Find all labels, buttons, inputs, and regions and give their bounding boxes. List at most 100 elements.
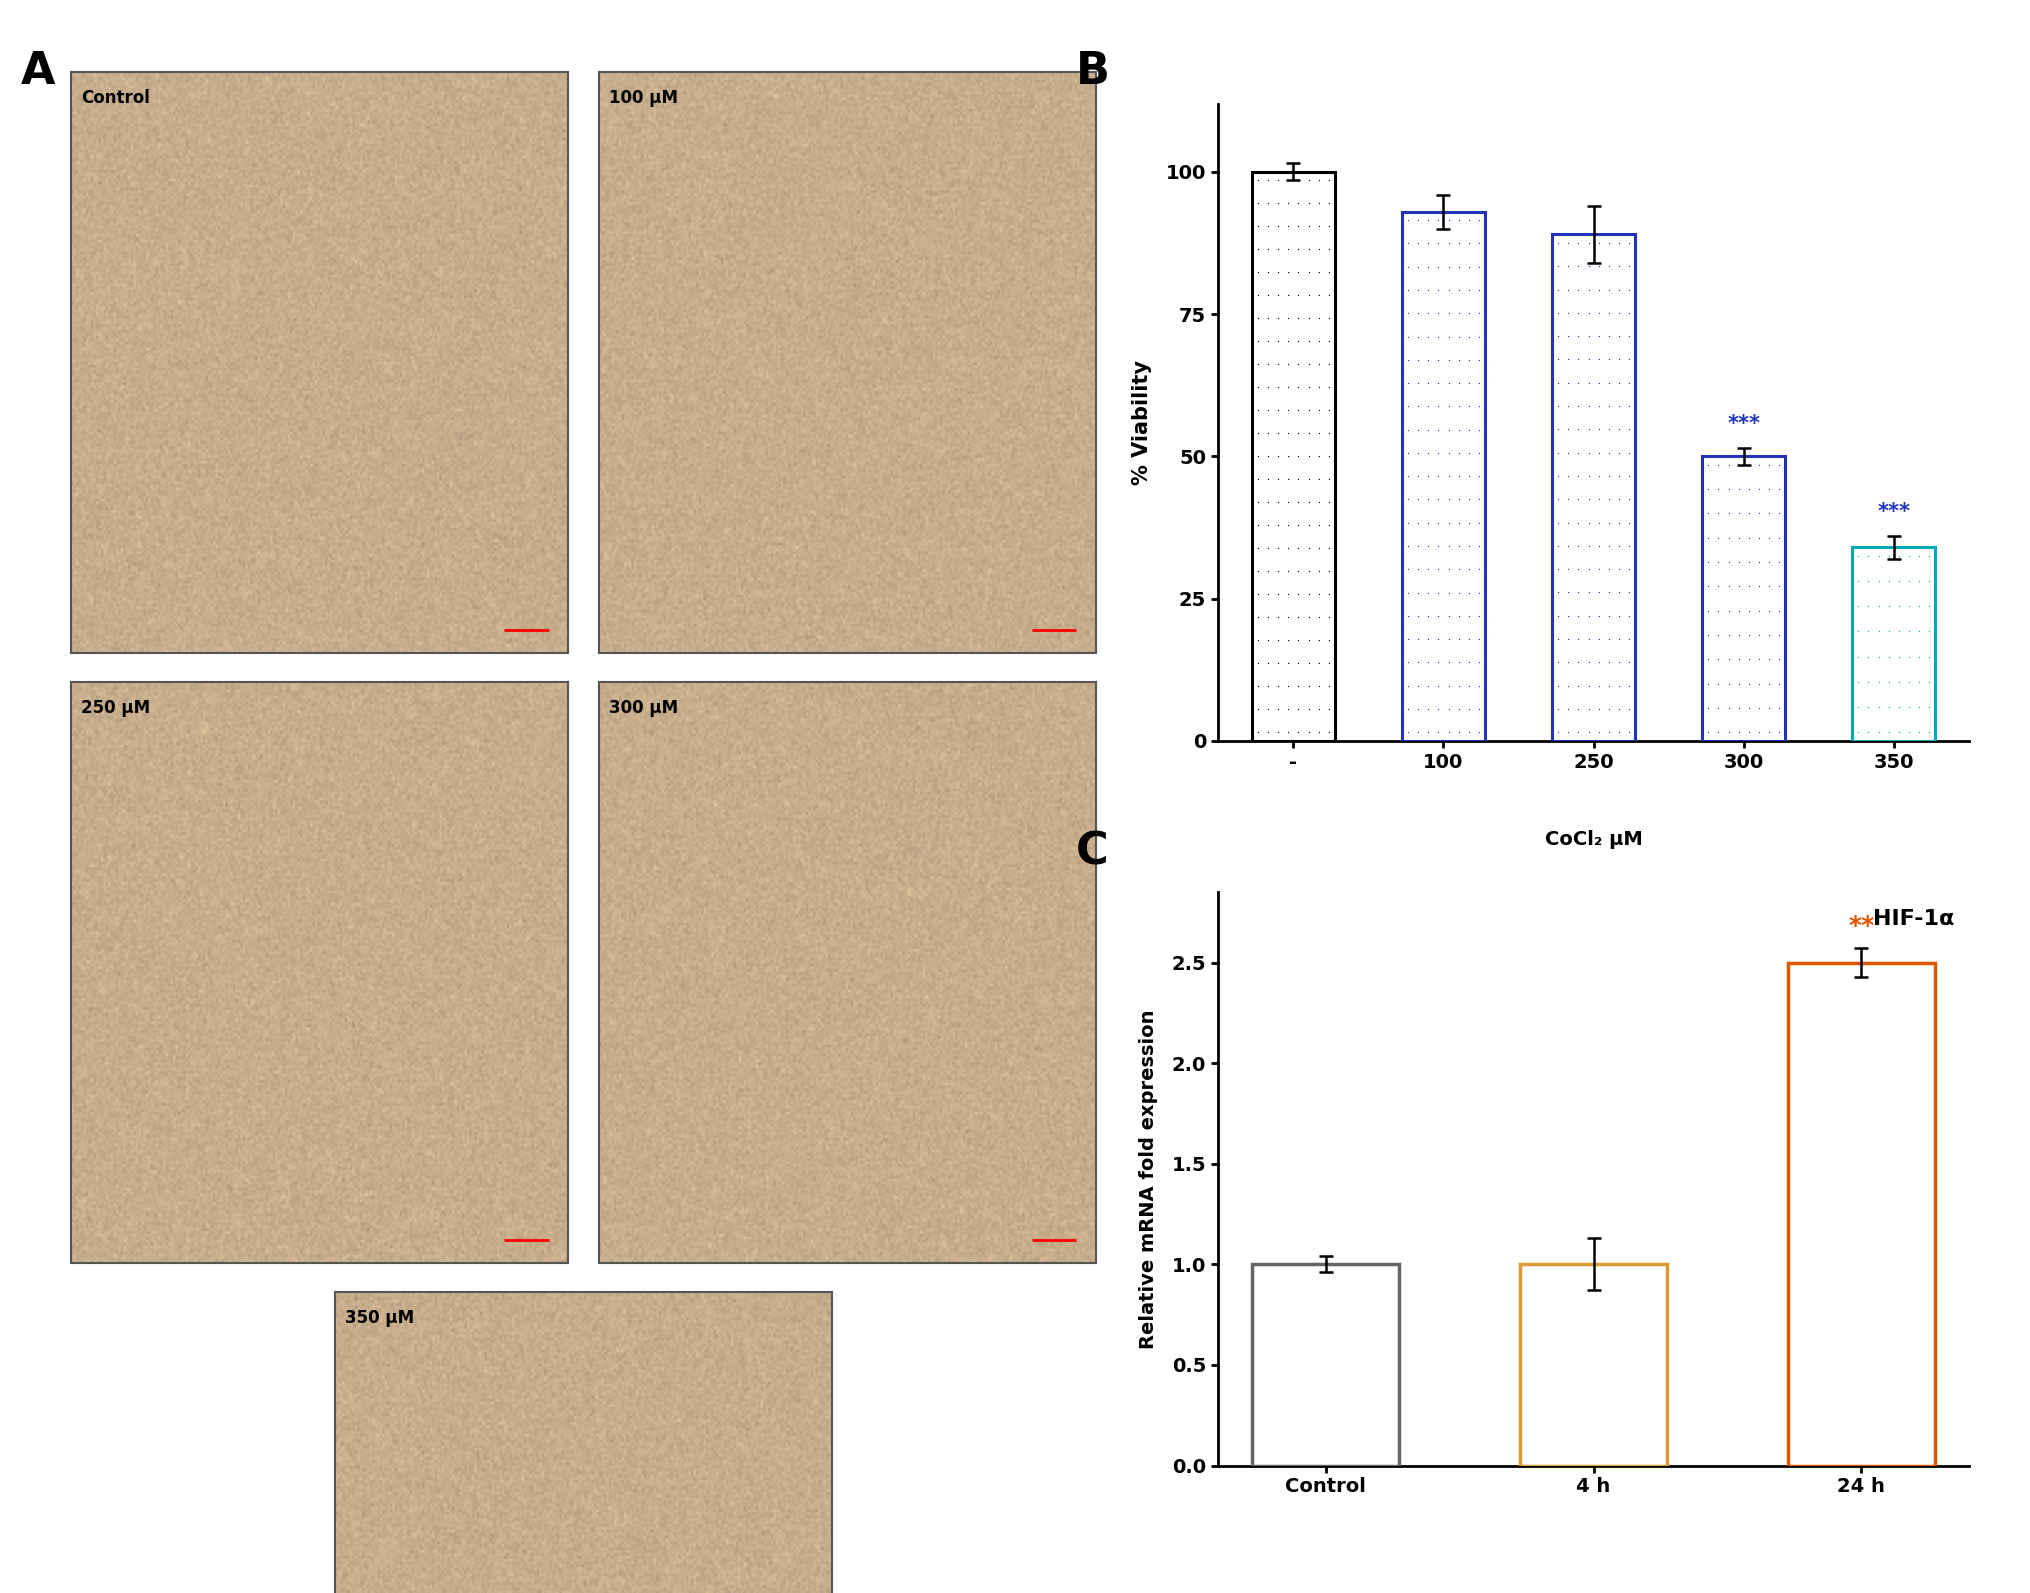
Point <box>1752 476 1784 502</box>
Point <box>1443 440 1476 465</box>
Point <box>1721 671 1754 696</box>
Point <box>1703 476 1736 502</box>
Point <box>1573 672 1606 698</box>
Point <box>1393 231 1425 256</box>
Point <box>1423 464 1456 489</box>
Point <box>1543 393 1575 419</box>
Point <box>1403 580 1435 605</box>
Point <box>1242 535 1275 561</box>
Point <box>1563 417 1596 443</box>
Point <box>1703 597 1736 623</box>
Point <box>1612 534 1644 559</box>
Point <box>1393 207 1425 233</box>
Point <box>1462 720 1494 746</box>
Point <box>1293 328 1326 354</box>
Point <box>1242 421 1275 446</box>
Point <box>1581 299 1614 325</box>
Point <box>1872 543 1904 569</box>
Point <box>1451 604 1484 629</box>
Point <box>1443 323 1476 349</box>
Point <box>1283 352 1315 378</box>
Point <box>1592 323 1624 349</box>
Point <box>1573 650 1606 675</box>
Point <box>1553 486 1585 511</box>
Point <box>1451 370 1484 395</box>
Point <box>1283 696 1315 722</box>
Point <box>1283 604 1315 629</box>
Point <box>1283 398 1315 424</box>
Point <box>1543 604 1575 629</box>
Point <box>1283 167 1315 193</box>
Point <box>1293 191 1326 217</box>
Point <box>1451 301 1484 327</box>
Point <box>1433 510 1466 535</box>
Point <box>1462 510 1494 535</box>
Point <box>1393 487 1425 513</box>
Point <box>1263 513 1295 538</box>
Point <box>1393 556 1425 581</box>
Point <box>1462 440 1494 465</box>
Point <box>1443 534 1476 559</box>
Point <box>1592 556 1624 581</box>
Point <box>1313 604 1346 629</box>
Point <box>1273 467 1305 492</box>
Point <box>1721 452 1754 478</box>
Point <box>1612 464 1644 489</box>
Point <box>1443 464 1476 489</box>
Point <box>1253 282 1285 307</box>
Point <box>1462 696 1494 722</box>
Point <box>1912 569 1945 594</box>
Point <box>1313 352 1346 378</box>
Point <box>1263 167 1295 193</box>
Point <box>1433 323 1466 349</box>
Point <box>1563 672 1596 698</box>
Point <box>1242 282 1275 307</box>
Point <box>1273 443 1305 468</box>
Point <box>1273 213 1305 239</box>
Point <box>1563 510 1596 535</box>
Point <box>1573 626 1606 652</box>
Point <box>1762 720 1795 746</box>
Point <box>1693 623 1726 648</box>
Point <box>1862 543 1894 569</box>
Point <box>1581 534 1614 559</box>
Point <box>1283 306 1315 331</box>
Point <box>1543 370 1575 395</box>
Point <box>1612 277 1644 303</box>
Point <box>1762 671 1795 696</box>
Point <box>1242 650 1275 675</box>
Point <box>1293 696 1326 722</box>
Point <box>1403 672 1435 698</box>
Point <box>1592 672 1624 698</box>
Point <box>1581 580 1614 605</box>
Point <box>1703 671 1736 696</box>
Point <box>1443 672 1476 698</box>
Point <box>1892 644 1924 669</box>
Point <box>1242 237 1275 263</box>
Point <box>1742 573 1774 599</box>
Point <box>1313 237 1346 263</box>
Point <box>1313 535 1346 561</box>
Point <box>1273 535 1305 561</box>
Point <box>1293 374 1326 400</box>
Point <box>1313 696 1346 722</box>
Point <box>1462 253 1494 279</box>
Point <box>1752 623 1784 648</box>
Point <box>1742 623 1774 648</box>
Point <box>1573 277 1606 303</box>
Point <box>1912 543 1945 569</box>
Point <box>1293 489 1326 515</box>
Point <box>1721 720 1754 746</box>
Point <box>1443 207 1476 233</box>
Point <box>1872 695 1904 720</box>
Point <box>1443 580 1476 605</box>
Point <box>1433 464 1466 489</box>
Point <box>1592 417 1624 443</box>
Point <box>1433 556 1466 581</box>
Point <box>1263 467 1295 492</box>
Point <box>1443 510 1476 535</box>
Point <box>1553 720 1585 746</box>
Point <box>1413 207 1445 233</box>
Point <box>1413 231 1445 256</box>
Point <box>1242 467 1275 492</box>
